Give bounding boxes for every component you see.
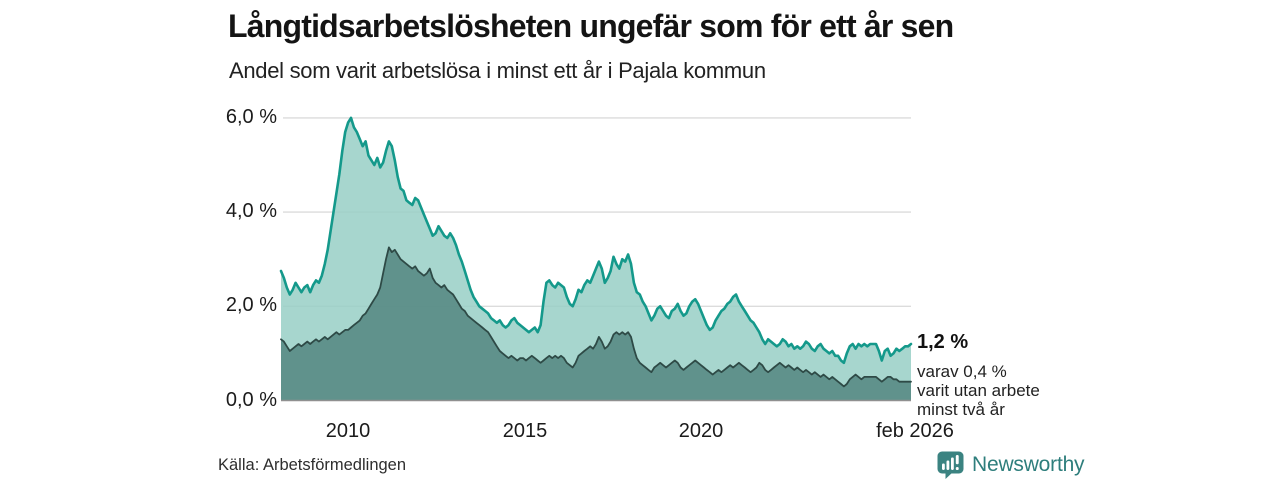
newsworthy-wordmark: Newsworthy	[972, 453, 1085, 476]
line-at-least-two-years	[280, 246, 912, 388]
latest-value-annotation: 1,2 % varav 0,4 % varit utan arbete mins…	[917, 331, 1040, 419]
annotation-line-1: varav 0,4 %	[917, 362, 1007, 381]
source-attribution: Källa: Arbetsförmedlingen	[218, 456, 407, 474]
line-at-least-one-year	[279, 116, 913, 365]
page-title: Långtidsarbetslösheten ungefär som för e…	[228, 8, 954, 44]
latest-total-value: 1,2 %	[917, 331, 969, 353]
y-tick-label-6: 6,0 %	[225, 105, 277, 128]
x-tick-label-2015: 2015	[502, 420, 548, 442]
newsworthy-barchart-pin-icon	[937, 451, 964, 479]
x-tick-label-2010: 2010	[325, 420, 371, 442]
annotation-line-2: varit utan arbete	[917, 381, 1040, 400]
y-tick-label-0: 0,0 %	[225, 388, 277, 411]
y-tick-label-2: 2,0 %	[225, 294, 277, 317]
x-tick-label-2020: 2020	[678, 420, 724, 442]
newsworthy-logo: Newsworthy	[937, 451, 1085, 479]
chart-subtitle: Andel som varit arbetslösa i minst ett å…	[229, 58, 766, 83]
annotation-line-3: minst två år	[917, 400, 1005, 419]
y-tick-label-4: 4,0 %	[225, 200, 277, 223]
x-tick-label-feb-2026: feb 2026	[876, 420, 954, 442]
